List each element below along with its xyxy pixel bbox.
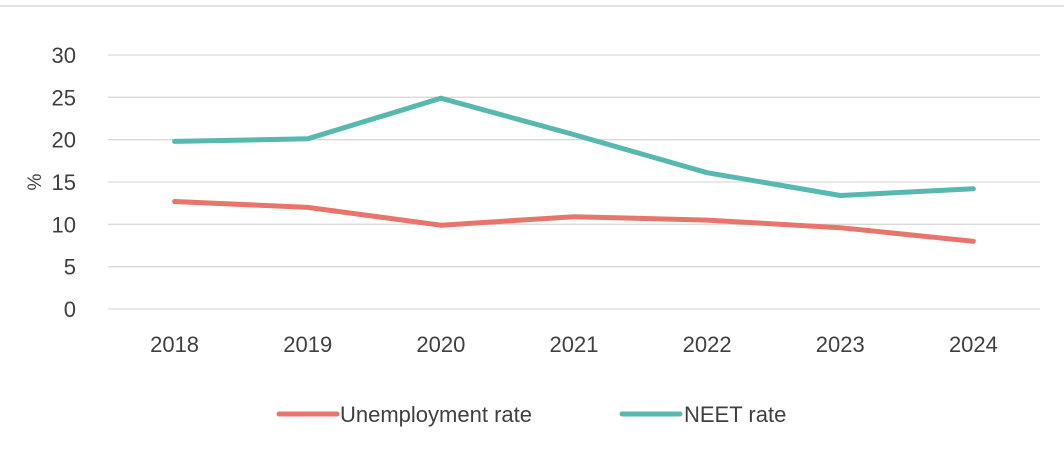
series-lines — [172, 95, 976, 244]
x-tick-label: 2023 — [816, 332, 865, 357]
x-tick-label: 2022 — [683, 332, 732, 357]
legend-label-0: Unemployment rate — [340, 402, 532, 427]
legend: Unemployment rate NEET rate — [276, 402, 786, 427]
y-axis-title: % — [25, 173, 46, 190]
series-line-1 — [172, 95, 976, 198]
y-tick-label: 20 — [52, 128, 76, 153]
y-axis-ticks: 0 5 10 15 20 25 30 — [52, 43, 76, 322]
series-line-0 — [172, 199, 976, 244]
y-tick-label: 15 — [52, 170, 76, 195]
y-tick-label: 5 — [64, 255, 76, 280]
y-tick-label: 25 — [52, 85, 76, 110]
x-tick-label: 2019 — [283, 332, 332, 357]
x-tick-label: 2024 — [949, 332, 998, 357]
x-tick-label: 2021 — [550, 332, 599, 357]
y-tick-label: 30 — [52, 43, 76, 68]
legend-label-1: NEET rate — [684, 402, 786, 427]
y-tick-label: 10 — [52, 212, 76, 237]
x-axis-ticks: 2018 2019 2020 2021 2022 2023 2024 — [150, 332, 998, 357]
gridlines — [108, 54, 1040, 310]
y-tick-label: 0 — [64, 297, 76, 322]
x-tick-label: 2018 — [150, 332, 199, 357]
x-tick-label: 2020 — [416, 332, 465, 357]
